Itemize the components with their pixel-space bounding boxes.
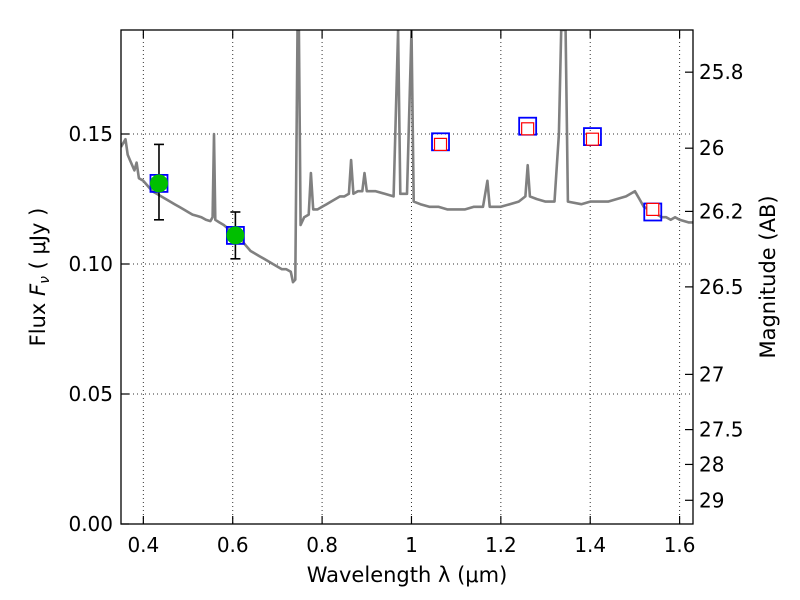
y2-tick-label: 28 [699,452,724,476]
marker-layer [149,116,663,260]
y2-tick-label: 26.2 [699,199,744,223]
spectrum-layer [121,30,693,284]
y-tick-label: 0.05 [68,382,113,406]
upper-limit-marker [585,132,600,146]
upper-limit-marker [433,137,448,151]
detection-point [149,174,168,193]
y2-tick-label: 26.5 [699,275,744,299]
upper-limit-marker [521,122,535,136]
x-tick-label: 1.2 [485,533,517,557]
x-tick-label: 1.6 [664,533,696,557]
x-tick-label: 1 [405,533,418,557]
x-tick-label: 1.4 [574,533,606,557]
plot-frame [120,29,694,525]
y-tick-label: 0.10 [68,252,113,276]
x-tick-label: 0.4 [127,533,159,557]
y2-axis-title: Magnitude (AB) [756,195,780,358]
x-tick-label: 0.6 [217,533,249,557]
upper-limit-marker [646,202,660,216]
x-tick-label: 0.8 [306,533,338,557]
y2-tick-label: 26 [699,136,724,160]
y2-tick-label: 25.8 [699,60,744,84]
y2-tick-label: 27 [699,362,724,386]
model-spectrum-line [121,30,693,284]
y2-tick-label: 29 [699,488,724,512]
y-tick-label: 0.15 [68,122,113,146]
grid [121,30,693,525]
x-axis-title: Wavelength λ (μm) [307,563,508,587]
ticks: 0.4 0.6 0.8 1 1.2 1.4 1.6 0.00 0.05 0.10 0.15 25.8 2… [68,30,744,557]
detection-point [226,226,245,245]
y-tick-label: 0.00 [68,512,113,536]
y2-tick-label: 27.5 [699,418,744,442]
y-axis-title: Flux Fν ( μJy ) [26,208,53,347]
